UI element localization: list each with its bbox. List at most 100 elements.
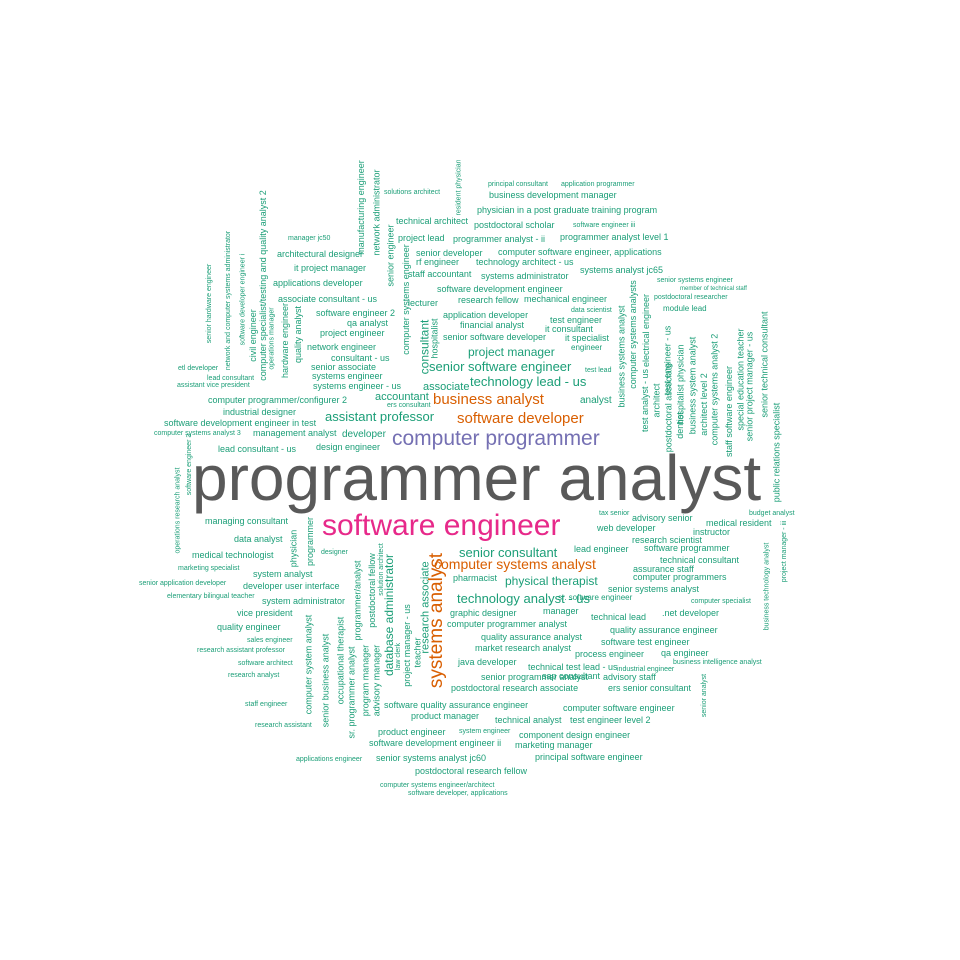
word-advisory-staff: advisory staff: [603, 671, 656, 682]
word-programmer-analyst: programmer analyst: [192, 442, 762, 514]
word-application-programmer: application programmer: [561, 180, 635, 188]
word-business-system-analyst: business system analyst: [687, 336, 698, 434]
word-product-engineer: product engineer: [378, 726, 446, 737]
word-product-manager: product manager: [411, 710, 480, 721]
word-senior-software-engineer: senior software engineer: [429, 358, 572, 374]
word-it-specialist: it specialist: [565, 332, 610, 343]
word-medical-technologist: medical technologist: [192, 549, 274, 560]
word-process-engineer: process engineer: [575, 648, 645, 659]
word-developer-user-interface: developer user interface: [243, 580, 340, 591]
word-data-analyst: data analyst: [234, 533, 283, 544]
word-senior-programmer-analyst: senior programmer analyst: [481, 671, 589, 682]
word-computer-systems-analyst-2: computer systems analyst 2: [709, 333, 720, 445]
word-electrical-engineer: electrical engineer: [640, 293, 651, 367]
word-sr-software-engineer: sr. software engineer: [558, 593, 633, 602]
word-web-developer: web developer: [597, 522, 656, 533]
word-principal-software-engineer: principal software engineer: [535, 751, 643, 762]
word-project-manager: project manager: [468, 345, 555, 359]
word-program-manager: program manager: [360, 644, 371, 716]
word-marketing-manager: marketing manager: [515, 739, 593, 750]
word-project-lead: project lead: [398, 232, 445, 243]
word-quality-engineer: quality engineer: [217, 621, 281, 632]
word-ers-senior-consultant: ers senior consultant: [608, 682, 692, 693]
word-computer-systems-engineer: computer systems engineer: [400, 243, 411, 355]
word-java-developer: java developer: [458, 656, 517, 667]
word-computer-systems-analysts: computer systems analysts: [627, 279, 638, 389]
word-accountant: accountant: [375, 390, 429, 403]
word-postdoctoral-scholar: postdoctoral scholar: [474, 219, 555, 230]
word-computer-systems-analyst-3: computer systems analyst 3: [154, 429, 241, 437]
word-system-engineer: system engineer: [459, 727, 511, 735]
word-data-scientist: data scientist: [571, 306, 612, 314]
word-business-intelligence-analyst: business intelligence analyst: [673, 658, 762, 666]
word-instructor: instructor: [693, 526, 731, 537]
word-technical-architect: technical architect: [396, 215, 469, 226]
word-financial-analyst: financial analyst: [460, 319, 525, 330]
word-application-developer: application developer: [443, 309, 529, 320]
word-postdoctoral-fellow: postdoctoral fellow: [366, 552, 377, 628]
word-physician: physician: [288, 529, 299, 567]
word-budget-analyst: budget analyst: [749, 509, 795, 517]
word-software-test-engineer: software test engineer: [601, 636, 690, 647]
word-research-assistant: research assistant: [255, 721, 312, 729]
word-senior-engineer: senior engineer: [385, 223, 396, 287]
word-software-developer: software developer: [457, 409, 584, 427]
word-research-fellow: research fellow: [458, 294, 519, 305]
word-systems-analyst-jc65: systems analyst jc65: [580, 264, 664, 275]
word-architectural-designer: architectural designer: [277, 248, 364, 259]
word-technical-lead: technical lead: [591, 611, 647, 622]
word-software-engineer: software engineer: [322, 509, 561, 542]
word-it-project-manager: it project manager: [294, 262, 367, 273]
word-technology-analyst-us: technology analyst - us: [457, 590, 590, 606]
word-software-development-engineer-ii: software development engineer ii: [369, 737, 502, 748]
word-senior-application-developer: senior application developer: [139, 579, 227, 587]
word-software-development-engineer-in-test: software development engineer in test: [164, 417, 317, 428]
word-business-development-manager: business development manager: [489, 189, 617, 200]
word-staff-software-engineer: staff software engineer: [723, 365, 734, 457]
word-applications-developer: applications developer: [273, 277, 363, 288]
word-systems-administrator: systems administrator: [481, 270, 569, 281]
word-software-engineer-iii: software engineer iii: [573, 221, 636, 229]
word-assistant-vice-president: assistant vice president: [177, 381, 250, 389]
word-vice-president: vice president: [237, 607, 293, 618]
word-research-scientist: research scientist: [632, 534, 703, 545]
word-hospitalist-physician: hospitalist physician: [675, 343, 686, 425]
word-network-and-computer-systems-administrator: network and computer systems administrat…: [224, 230, 232, 370]
word-lead-engineer: lead engineer: [574, 543, 629, 554]
word-computer-programmer: computer programmer: [392, 426, 600, 450]
word-staff-engineer: staff engineer: [245, 700, 288, 708]
word-consultant-us: consultant - us: [331, 352, 390, 363]
word-management-analyst: management analyst: [253, 427, 337, 438]
word-quality-assurance-engineer: quality assurance engineer: [610, 624, 718, 635]
word-computer-system-analyst: computer system analyst: [303, 614, 314, 714]
word-project-engineer: project engineer: [320, 327, 385, 338]
word-hardware-engineer: hardware engineer: [279, 302, 290, 378]
word-software-development-engineer: software development engineer: [437, 283, 563, 294]
word-principal-consultant: principal consultant: [488, 180, 548, 188]
word-senior-hardware-engineer: senior hardware engineer: [205, 263, 213, 343]
word-developer: developer: [342, 429, 386, 440]
word-associate: associate: [423, 380, 470, 393]
word-it-consultant: it consultant: [545, 323, 594, 334]
word-industrial-engineer: industrial engineer: [617, 665, 675, 673]
word-market-research-analyst: market research analyst: [475, 642, 572, 653]
word-programmer-analyst-ii: programmer analyst - ii: [453, 233, 546, 244]
word-operations-research-analyst: operations research analyst: [174, 467, 182, 553]
word-managing-consultant: managing consultant: [205, 515, 289, 526]
word-assurance-staff: assurance staff: [633, 563, 694, 574]
word-technical-test-lead-us: technical test lead - us: [528, 661, 618, 672]
word-computer-programmer-configurer-2: computer programmer/configurer 2: [208, 394, 348, 405]
word-business-analyst: business analyst: [433, 390, 544, 408]
word-postdoctoral-researcher: postdoctoral researcher: [654, 293, 728, 301]
word-computer-systems-engineer-architect: computer systems engineer/architect: [380, 781, 495, 789]
word-qa-analyst: qa analyst: [347, 317, 389, 328]
word-mechanical-engineer: mechanical engineer: [524, 293, 608, 304]
word-test-engineer-level-2: test engineer level 2: [570, 714, 651, 725]
word-technology-lead-us: technology lead - us: [470, 373, 587, 389]
word-computer-programmers: computer programmers: [633, 571, 727, 582]
word-programmer: programmer: [304, 516, 315, 566]
word-systems-engineer-us: systems engineer - us: [313, 380, 402, 391]
word-senior-systems-analyst-jc60: senior systems analyst jc60: [376, 752, 487, 763]
word-computer-specialist-testing-and-quality-analyst-2: computer specialist/testing and quality …: [257, 189, 268, 381]
